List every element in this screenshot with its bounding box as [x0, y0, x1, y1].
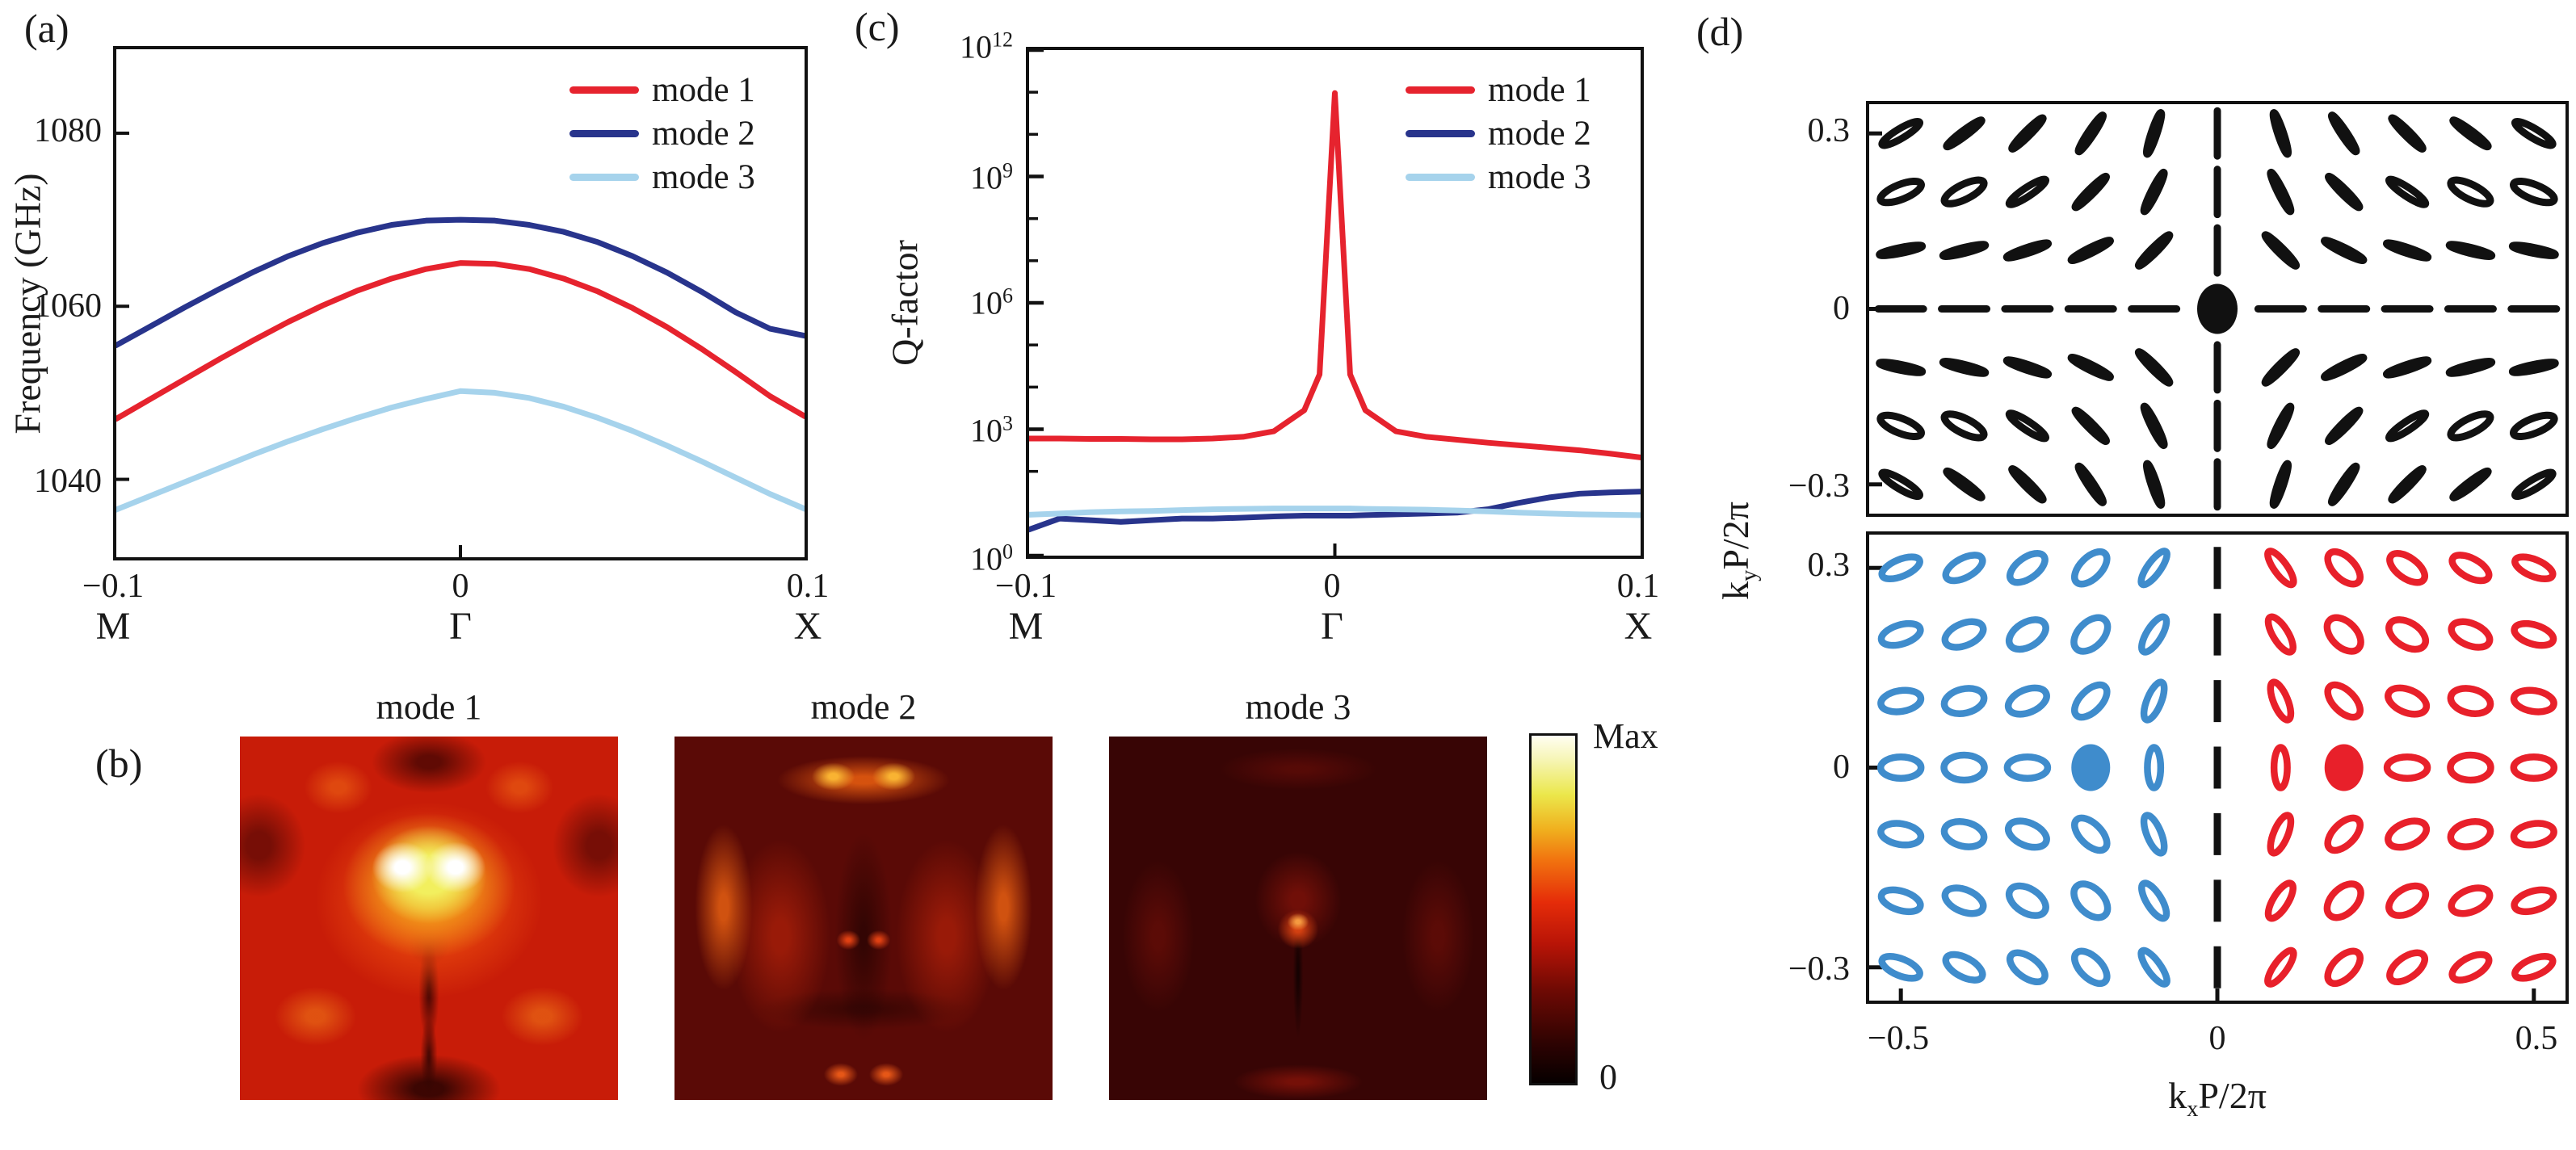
- panel-c-kpoint-M: M: [1008, 605, 1044, 648]
- panel-a-xtick-left: −0.1: [82, 568, 145, 605]
- panel-c-letter: (c): [855, 4, 900, 49]
- legend-item-mode3: mode 3: [1406, 155, 1591, 199]
- panel-c-xtick-right: 0.1: [1616, 568, 1660, 605]
- mode2-line-swatch: [1406, 129, 1475, 137]
- legend-label-mode3: mode 3: [652, 157, 755, 196]
- panel-a-kpoint-M: M: [95, 605, 131, 648]
- legend-label-mode2: mode 2: [652, 114, 755, 153]
- panel-d-bottom-ytick-0: 0: [1833, 749, 1850, 786]
- panel-c-xtick-center: 0: [1323, 568, 1341, 605]
- panel-c-ytick-1e0: 100: [970, 539, 1013, 577]
- legend-label-mode1: mode 1: [1488, 70, 1591, 109]
- panel-a-ytick-1060: 1060: [34, 288, 102, 325]
- panel-c-q-chart: [1029, 50, 1641, 556]
- panel-a-kpoint-Gamma: Γ: [449, 605, 472, 648]
- panel-a-ytick-1080: 1080: [34, 112, 102, 149]
- panel-d-top-ytick-m03: −0.3: [1788, 468, 1850, 505]
- panel-a-letter: (a): [24, 6, 69, 51]
- panel-d-xtick-left: −0.5: [1867, 1020, 1930, 1057]
- panel-c-legend: mode 1 mode 2 mode 3: [1406, 68, 1591, 199]
- legend-item-mode1: mode 1: [569, 68, 755, 111]
- legend-label-mode3: mode 3: [1488, 157, 1591, 196]
- legend-label-mode1: mode 1: [652, 70, 755, 109]
- panel-b-letter: (b): [95, 741, 143, 786]
- colorbar-max-label: Max: [1593, 716, 1658, 756]
- panel-b-title-mode1: mode 1: [376, 687, 482, 727]
- heatmap-2: [1109, 737, 1487, 1100]
- legend-item-mode2: mode 2: [1406, 111, 1591, 155]
- panel-d-top-ytick-0: 0: [1833, 290, 1850, 327]
- panel-c-kpoint-X: X: [1624, 605, 1653, 648]
- panel-d-top-ytick-p03: 0.3: [1807, 112, 1851, 149]
- panel-d-xtick-center: 0: [2208, 1020, 2226, 1057]
- mode3-line-swatch: [569, 173, 639, 181]
- panel-b-title-mode3: mode 3: [1245, 687, 1351, 727]
- panel-c-ytick-1e12: 1012: [960, 27, 1013, 65]
- panel-d-bottom-plot: [1866, 531, 2569, 1004]
- mode2-line-swatch: [569, 129, 639, 137]
- panel-c-ytick-1e9: 109: [970, 158, 1013, 196]
- panel-d-xtick-right: 0.5: [2515, 1020, 2558, 1057]
- panel-a-ytick-1040: 1040: [34, 463, 102, 500]
- panel-d-letter: (d): [1696, 9, 1744, 54]
- legend-item-mode2: mode 2: [569, 111, 755, 155]
- panel-a-kpoint-X: X: [793, 605, 822, 648]
- panel-a-legend: mode 1 mode 2 mode 3: [569, 68, 755, 199]
- panel-d-top-plot: [1866, 101, 2569, 517]
- mode3-line-swatch: [1406, 173, 1475, 181]
- mode1-line-swatch: [569, 86, 639, 94]
- panel-a-band-chart: [116, 131, 805, 557]
- panel-a-xtick-right: 0.1: [786, 568, 830, 605]
- panel-c-ytick-1e6: 106: [970, 283, 1013, 321]
- legend-item-mode1: mode 1: [1406, 68, 1591, 111]
- panel-a-xtick-center: 0: [452, 568, 469, 605]
- panel-b-title-mode2: mode 2: [810, 687, 917, 727]
- panel-c-plot: [1026, 47, 1644, 559]
- legend-item-mode3: mode 3: [569, 155, 755, 199]
- panel-c-ytick-1e3: 103: [970, 411, 1013, 449]
- colorbar: [1529, 733, 1578, 1085]
- heatmap-1: [674, 737, 1053, 1100]
- panel-d-y-axis-label: kyP/2π: [1714, 502, 1763, 600]
- panel-d-bottom-ytick-m03: −0.3: [1788, 951, 1850, 988]
- panel-c-kpoint-Gamma: Γ: [1321, 605, 1343, 648]
- heatmap-0: [240, 737, 618, 1100]
- panel-d-vpoint-field: [1869, 107, 2561, 511]
- panel-d-bottom-ytick-p03: 0.3: [1807, 547, 1851, 584]
- panel-d-x-axis-label: kxP/2π: [2168, 1075, 2267, 1123]
- panel-c-y-axis-label: Q-factor: [884, 240, 926, 366]
- panel-c-xtick-left: −0.1: [994, 568, 1057, 605]
- legend-label-mode2: mode 2: [1488, 114, 1591, 153]
- mode1-line-swatch: [1406, 86, 1475, 94]
- panel-a-plot: [113, 46, 808, 560]
- panel-d-cpoint-field: [1869, 547, 2558, 1001]
- colorbar-min-label: 0: [1599, 1057, 1617, 1097]
